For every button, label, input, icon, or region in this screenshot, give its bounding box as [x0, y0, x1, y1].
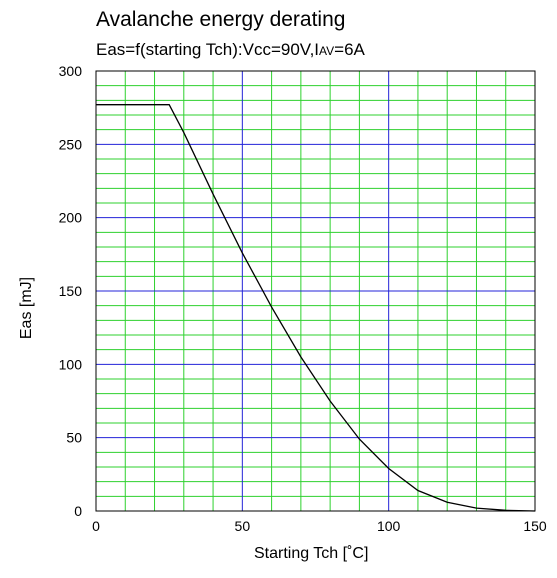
y-tick-label: 200 — [59, 210, 83, 226]
y-tick-label: 150 — [59, 283, 83, 299]
y-tick-labels: 0 50 100 150 200 250 300 — [59, 63, 83, 519]
y-tick-label: 50 — [66, 430, 82, 446]
y-tick-label: 300 — [59, 63, 83, 79]
chart-subtitle: Eas=f(starting Tch):Vcc=90V,IAV=6A — [96, 40, 365, 60]
plot-frame — [95, 70, 536, 512]
subtitle-subscript: AV — [319, 44, 335, 58]
x-tick-labels: 0 50 100 150 — [92, 518, 547, 534]
subtitle-prefix: Eas=f(starting Tch):Vcc=90V,I — [96, 40, 320, 59]
x-tick-label: 0 — [92, 518, 100, 534]
y-axis-label: Eas [mJ] — [18, 276, 35, 340]
x-tick-label: 50 — [235, 518, 251, 534]
subtitle-suffix: =6A — [334, 40, 365, 59]
chart-title: Avalanche energy derating — [96, 8, 346, 31]
major-grid — [96, 71, 535, 511]
y-tick-label: 100 — [59, 356, 83, 372]
x-axis-label: Starting Tch [˚C] — [254, 545, 369, 562]
series-line — [96, 104, 536, 512]
x-tick-label: 150 — [523, 518, 547, 534]
y-tick-label: 250 — [59, 136, 83, 152]
y-tick-label: 0 — [74, 503, 82, 519]
x-tick-label: 100 — [377, 518, 401, 534]
